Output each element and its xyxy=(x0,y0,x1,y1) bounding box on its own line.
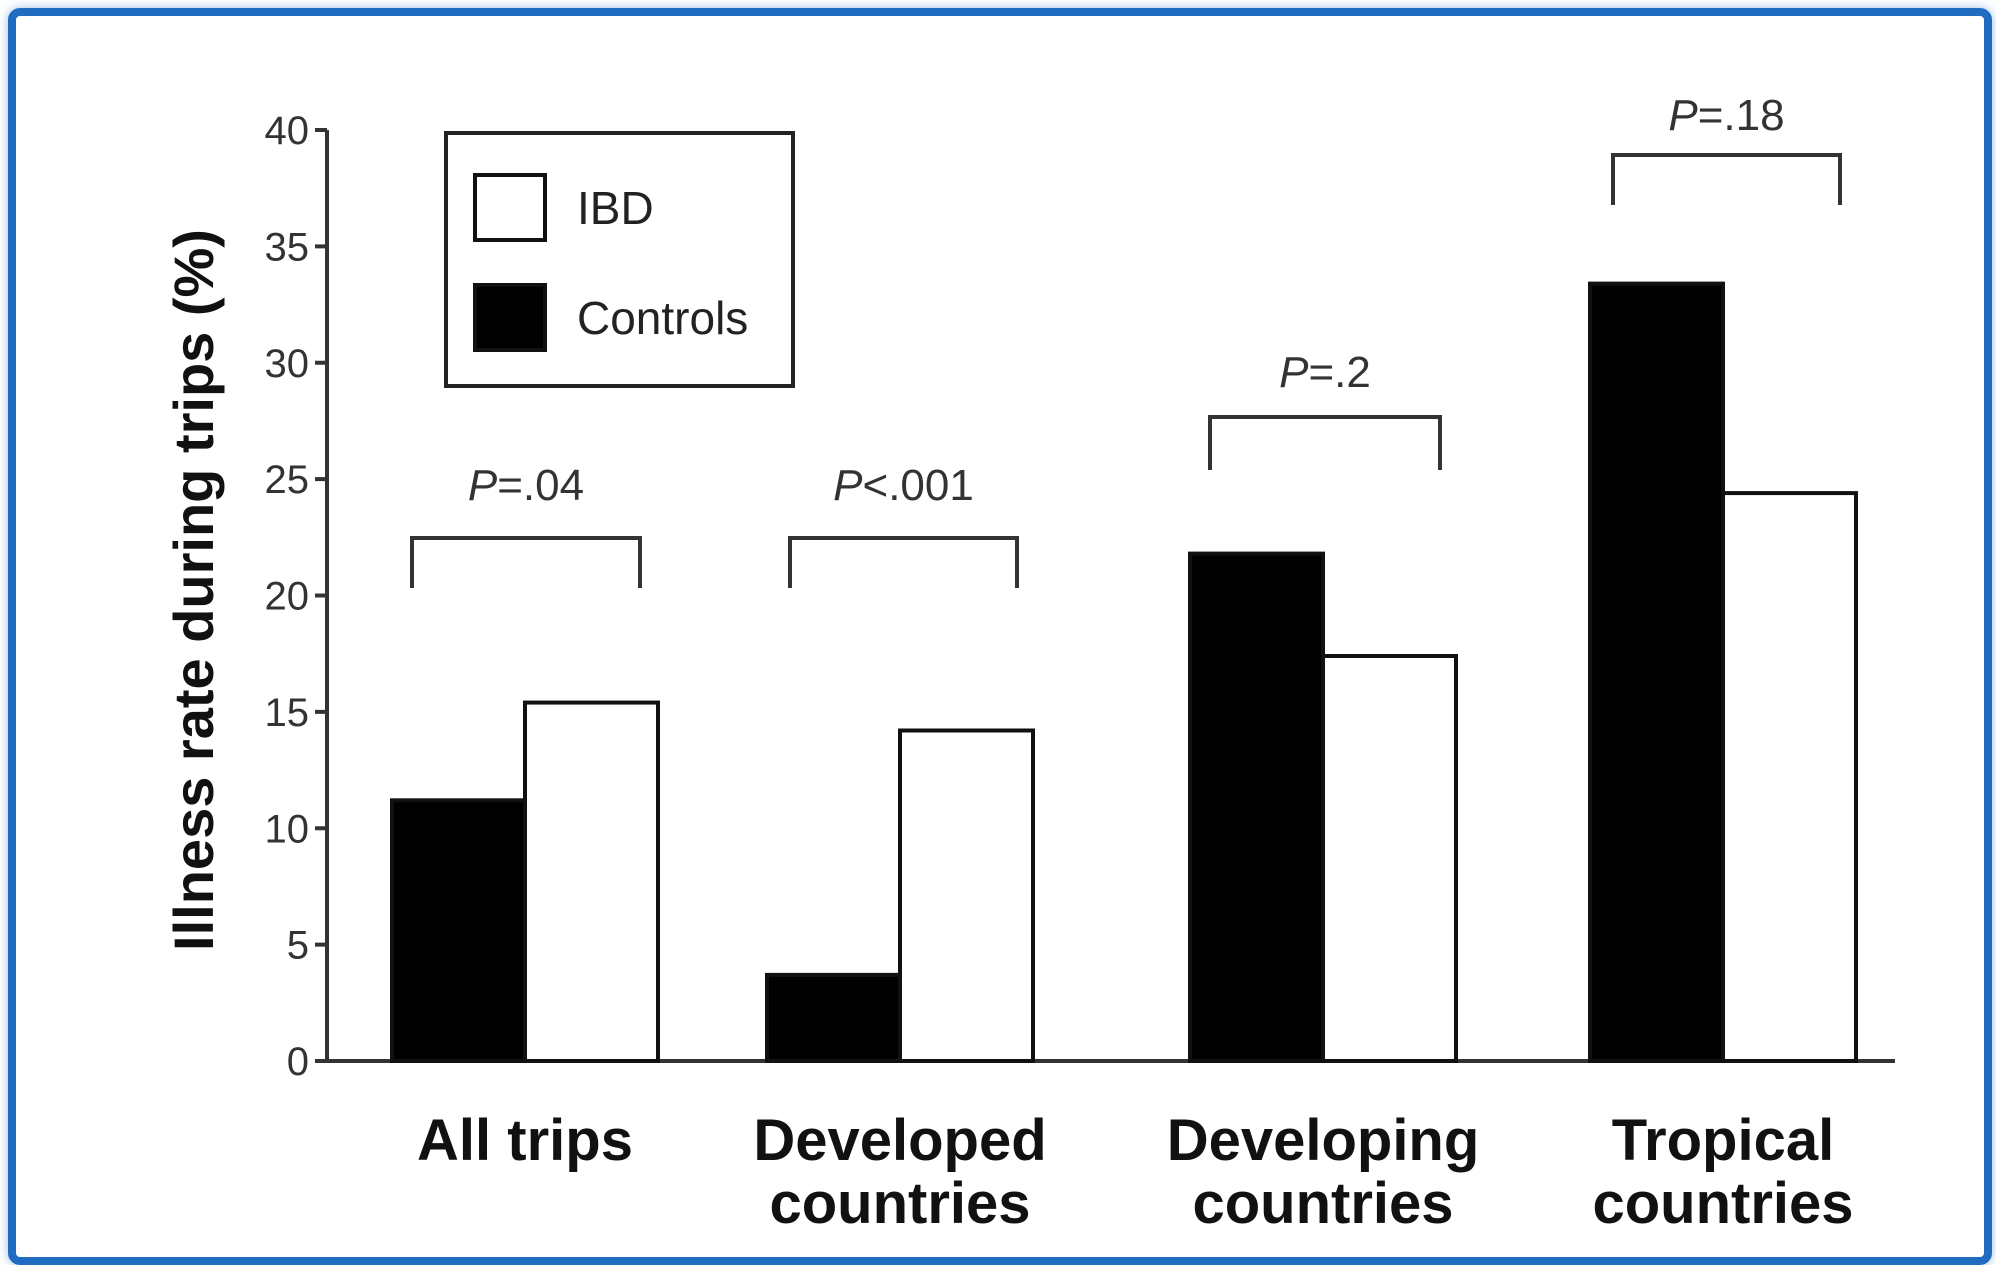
p-value-bracket xyxy=(788,536,1019,588)
y-tick-label: 15 xyxy=(265,691,310,735)
p-value-label: P<.001 xyxy=(833,461,974,510)
p-value-letter: P xyxy=(833,461,863,510)
y-tick-label: 25 xyxy=(265,458,310,502)
bar-ibd-3 xyxy=(1321,654,1458,1063)
bar-controls-2 xyxy=(765,972,902,1064)
y-tick-label: 5 xyxy=(287,924,309,968)
p-value-bracket xyxy=(1208,415,1442,470)
category-label: countries xyxy=(1192,1171,1453,1236)
p-value-number: =.04 xyxy=(497,461,584,510)
legend-swatch-ibd xyxy=(473,173,547,242)
legend-swatch-controls xyxy=(473,283,547,352)
y-tick-label: 0 xyxy=(287,1040,309,1084)
p-value-label: P=.18 xyxy=(1668,91,1784,140)
bar-controls-3 xyxy=(1188,551,1325,1063)
p-value-letter: P xyxy=(1279,348,1309,397)
bar-ibd-2 xyxy=(898,728,1035,1063)
y-tick-label: 30 xyxy=(265,342,310,386)
category-label: countries xyxy=(769,1171,1030,1236)
legend-label-ibd: IBD xyxy=(577,182,654,234)
p-value-letter: P xyxy=(1668,91,1698,140)
p-value-number: =.2 xyxy=(1308,348,1370,397)
bar-controls-1 xyxy=(390,798,527,1063)
bar-ibd-4 xyxy=(1721,491,1858,1063)
y-tick-label: 35 xyxy=(265,225,310,269)
p-value-label: P=.2 xyxy=(1279,348,1371,397)
y-tick-label: 10 xyxy=(265,807,310,851)
legend-label-controls: Controls xyxy=(577,292,748,344)
y-axis-label: Illness rate during trips (%) xyxy=(162,229,225,951)
p-value-number: <.001 xyxy=(863,461,974,510)
category-label: Developing xyxy=(1167,1108,1480,1173)
category-label: countries xyxy=(1592,1171,1853,1236)
y-tick-label: 20 xyxy=(265,575,310,619)
p-value-number: =.18 xyxy=(1698,91,1785,140)
bar-controls-4 xyxy=(1588,281,1725,1063)
bar-ibd-1 xyxy=(523,700,660,1063)
p-value-bracket xyxy=(410,536,642,588)
category-label: Tropical xyxy=(1612,1108,1834,1173)
y-tick-label: 40 xyxy=(265,109,310,153)
p-value-letter: P xyxy=(468,461,498,510)
p-value-bracket xyxy=(1611,153,1842,205)
category-label: Developed xyxy=(753,1108,1046,1173)
p-value-label: P=.04 xyxy=(468,461,584,510)
category-label: All trips xyxy=(417,1108,633,1173)
legend: IBD Controls xyxy=(444,131,795,388)
